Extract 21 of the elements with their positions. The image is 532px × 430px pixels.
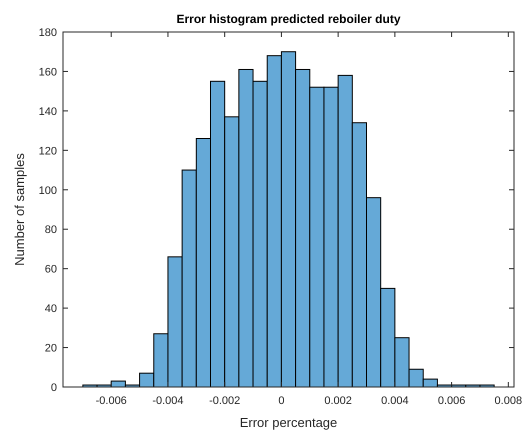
y-tick-label: 80 (44, 224, 57, 236)
x-tick-label: -0.006 (96, 395, 127, 407)
x-tick-label: 0.008 (494, 395, 522, 407)
y-tick-label: 160 (38, 66, 57, 78)
x-tick-label: 0.002 (324, 395, 352, 407)
y-tick-label: 180 (38, 27, 57, 39)
x-tick-label: 0.006 (438, 395, 466, 407)
x-tick-label: 0.004 (381, 395, 409, 407)
y-tick-label: 0 (50, 382, 57, 394)
x-tick-label: -0.004 (152, 395, 184, 407)
x-axis-title: Error percentage (240, 415, 338, 430)
x-tick-label: -0.002 (209, 395, 240, 407)
y-tick-label: 140 (38, 106, 57, 118)
y-tick-label: 20 (44, 342, 57, 355)
y-axis-title: Number of samples (12, 152, 27, 266)
x-tick-label: 0 (278, 395, 284, 407)
y-tick-label: 100 (38, 184, 57, 197)
chart-title: Error histogram predicted reboiler duty (176, 12, 401, 26)
y-tick-label: 40 (44, 303, 57, 316)
y-tick-label: 60 (44, 264, 57, 276)
y-tick-label: 120 (38, 145, 57, 158)
